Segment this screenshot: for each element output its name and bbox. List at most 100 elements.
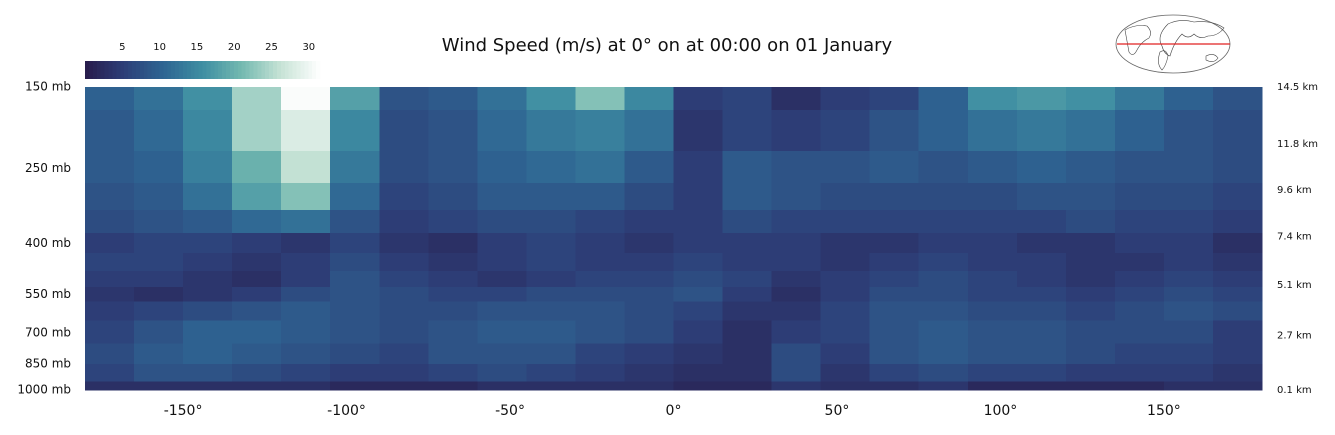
colorbar-segment: [155, 61, 160, 79]
heatmap-cell: [477, 270, 527, 288]
heatmap-cell: [428, 343, 478, 365]
heatmap-cell: [428, 253, 478, 272]
heatmap-cell: [967, 253, 1018, 272]
heatmap-cell: [967, 343, 1018, 365]
heatmap-cell: [281, 150, 331, 184]
colorbar-segment: [229, 61, 235, 79]
colorbar-segment: [202, 61, 207, 79]
colorbar-segment: [214, 61, 219, 79]
heatmap-cell: [918, 363, 969, 383]
heatmap-cell: [673, 87, 724, 111]
heatmap-cell: [1212, 301, 1263, 322]
heatmap-cell: [379, 270, 429, 288]
heatmap-cell: [1016, 320, 1067, 345]
colorbar-segment: [269, 61, 274, 79]
colorbar-segment: [316, 61, 321, 79]
heatmap-cell: [1065, 210, 1116, 234]
heatmap-cell: [673, 320, 724, 345]
chart-title: Wind Speed (m/s) at 0° on at 00:00 on 01…: [442, 35, 893, 56]
heatmap-cell: [232, 253, 282, 272]
heatmap-cell: [183, 270, 233, 288]
colorbar-segment: [276, 61, 282, 79]
heatmap-cell: [379, 232, 429, 254]
heatmap-cell: [232, 232, 282, 254]
y2-tick-label: 5.1 km: [1277, 280, 1312, 291]
heatmap-cell: [1065, 150, 1116, 184]
heatmap-cell: [575, 183, 625, 211]
heatmap-cell: [85, 210, 135, 234]
heatmap-cell: [1114, 381, 1165, 391]
heatmap-cell: [1212, 270, 1263, 288]
heatmap-cell: [722, 381, 773, 391]
heatmap-cell: [1212, 363, 1263, 383]
heatmap-cell: [869, 253, 920, 272]
colorbar-segment: [280, 61, 286, 79]
colorbar-segment: [112, 61, 117, 79]
heatmap-cell: [526, 150, 576, 184]
heatmap-cell: [1163, 270, 1214, 288]
colorbar-segment: [304, 61, 309, 79]
heatmap-cell: [918, 320, 969, 345]
heatmap-cell: [869, 232, 920, 254]
heatmap-cell: [967, 232, 1018, 254]
heatmap-cell: [330, 232, 380, 254]
heatmap-cell: [1065, 253, 1116, 272]
heatmap-cell: [1065, 87, 1116, 111]
heatmap-cell: [281, 183, 331, 211]
heatmap-cell: [771, 183, 822, 211]
heatmap-cell: [526, 270, 576, 288]
heatmap-cell: [134, 270, 184, 288]
heatmap-cell: [379, 150, 429, 184]
colorbar-segment: [241, 61, 247, 79]
colorbar-segment: [210, 61, 215, 79]
x-tick-label: 0°: [666, 403, 682, 419]
heatmap-cell: [379, 363, 429, 383]
heatmap-cell: [820, 381, 871, 391]
x-tick-label: 100°: [984, 403, 1018, 419]
colorbar-segment: [308, 61, 313, 79]
heatmap-cell: [428, 232, 478, 254]
heatmap-cell: [1114, 301, 1165, 322]
heatmap-cell: [85, 109, 135, 152]
heatmap-cell: [477, 183, 527, 211]
heatmap-cell: [281, 232, 331, 254]
heatmap-cell: [379, 210, 429, 234]
heatmap-cell: [428, 150, 478, 184]
colorbar-segment: [96, 61, 102, 79]
heatmap-cell: [722, 363, 773, 383]
heatmap-cell: [134, 210, 184, 234]
heatmap-cell: [232, 286, 282, 302]
heatmap-cell: [575, 270, 625, 288]
heatmap-cell: [918, 381, 969, 391]
heatmap-cell: [820, 286, 871, 302]
colorbar-segment: [288, 61, 294, 79]
colorbar-segment: [159, 61, 164, 79]
heatmap-cell: [526, 286, 576, 302]
heatmap-cell: [379, 109, 429, 152]
colorbar-segment: [253, 61, 258, 79]
heatmap-cell: [673, 210, 724, 234]
heatmap-cell: [428, 210, 478, 234]
heatmap-cell: [281, 320, 331, 345]
heatmap-cell: [820, 183, 871, 211]
heatmap-cell: [428, 301, 478, 322]
heatmap-cell: [134, 232, 184, 254]
heatmap-cell: [379, 343, 429, 365]
heatmap-cell: [918, 232, 969, 254]
heatmap-cell: [575, 253, 625, 272]
heatmap-cell: [330, 286, 380, 302]
heatmap-cell: [1016, 363, 1067, 383]
heatmap-cell: [232, 343, 282, 365]
heatmap-cell: [477, 363, 527, 383]
heatmap-cell: [575, 210, 625, 234]
heatmap-cell: [1114, 253, 1165, 272]
heatmap-cell: [1065, 320, 1116, 345]
heatmap-cell: [624, 150, 674, 184]
heatmap-cell: [477, 253, 527, 272]
heatmap-cell: [967, 286, 1018, 302]
colorbar-segment: [100, 61, 106, 79]
globe-inset: [1115, 14, 1231, 74]
heatmap-cell: [820, 109, 871, 152]
colorbar-segment: [300, 61, 305, 79]
heatmap-cell: [281, 270, 331, 288]
